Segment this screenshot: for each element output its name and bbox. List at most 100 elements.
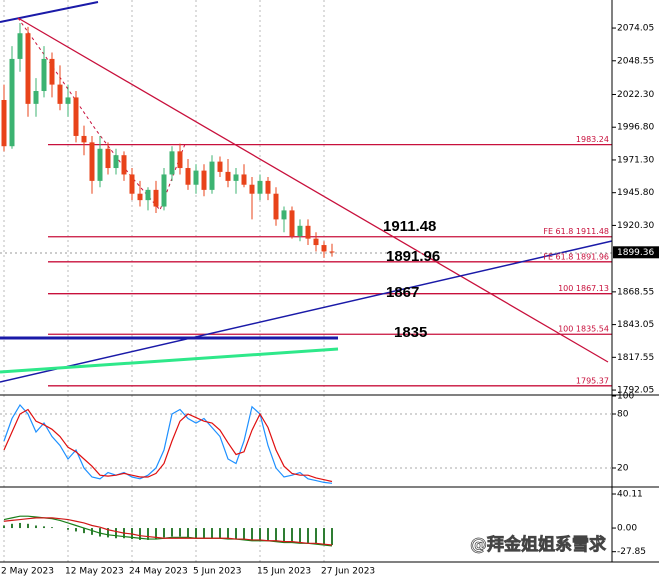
candle-body bbox=[73, 97, 79, 136]
histogram-bar bbox=[147, 528, 149, 540]
candle-body bbox=[65, 97, 71, 104]
watermark: @拜金姐姐系雪求 bbox=[470, 534, 606, 555]
histogram-bar bbox=[331, 528, 333, 546]
histogram-bar bbox=[219, 528, 221, 539]
y-tick-label: 80 bbox=[617, 410, 629, 420]
histogram-bar bbox=[315, 528, 317, 545]
histogram-bar bbox=[187, 528, 189, 538]
y-tick-label: 1996.80 bbox=[617, 123, 654, 133]
candle-body bbox=[57, 84, 63, 104]
histogram-bar bbox=[99, 528, 101, 537]
candle-body bbox=[265, 180, 271, 194]
candle-body bbox=[329, 251, 335, 253]
histogram-bar bbox=[243, 528, 245, 540]
level-label: FE 61.8 1891.96 bbox=[543, 252, 609, 261]
x-tick-label: 15 Jun 2023 bbox=[257, 567, 311, 577]
candle-body bbox=[121, 155, 127, 175]
annotation: 1911.48 bbox=[383, 218, 436, 235]
level-label: 100 1835.54 bbox=[558, 325, 609, 334]
y-tick-label: -27.85 bbox=[617, 547, 646, 557]
price-label: 1899.36 bbox=[617, 248, 654, 258]
y-tick-label: 20 bbox=[617, 464, 629, 474]
drawing-objects bbox=[0, 1, 613, 383]
candle-body bbox=[201, 170, 207, 190]
y-tick-label: 1792.05 bbox=[617, 386, 654, 396]
histogram-bar bbox=[227, 528, 229, 540]
histogram-bar bbox=[259, 528, 261, 541]
x-tick-label: 24 May 2023 bbox=[129, 567, 188, 577]
level-label: 1795.37 bbox=[576, 376, 609, 385]
y-tick-label: 2048.55 bbox=[617, 56, 654, 66]
candle-body bbox=[169, 151, 175, 175]
histogram-bar bbox=[27, 523, 29, 529]
candle-body bbox=[145, 189, 151, 201]
histogram-bar bbox=[323, 528, 325, 546]
histogram-bar bbox=[267, 528, 269, 541]
histogram-bar bbox=[307, 528, 309, 544]
candle-body bbox=[185, 168, 191, 185]
histogram-bar bbox=[51, 527, 53, 529]
level-label: FE 61.8 1911.48 bbox=[543, 227, 609, 236]
histogram-bar bbox=[179, 528, 181, 537]
candle-body bbox=[129, 174, 135, 194]
candle-body bbox=[217, 161, 223, 172]
y-tick-label: 40.11 bbox=[617, 489, 643, 499]
candle-body bbox=[281, 210, 287, 220]
annotation: 1835 bbox=[394, 324, 427, 341]
histogram-bar bbox=[35, 525, 37, 529]
y-tick-label: 1971.30 bbox=[617, 155, 654, 165]
histogram-bar bbox=[163, 528, 165, 538]
candle-body bbox=[49, 58, 55, 85]
histogram-bar bbox=[203, 528, 205, 539]
candle-body bbox=[17, 33, 23, 59]
histogram-bar bbox=[83, 528, 85, 534]
candle-body bbox=[153, 189, 159, 207]
histogram-bar bbox=[3, 525, 5, 529]
y-tick-label: 1920.30 bbox=[617, 221, 654, 231]
candle-body bbox=[137, 193, 143, 201]
candle-body bbox=[273, 193, 279, 220]
y-tick-label: 2074.05 bbox=[617, 24, 654, 34]
x-tick-label: 12 May 2023 bbox=[65, 567, 124, 577]
y-tick-label: 1817.55 bbox=[617, 353, 654, 363]
candle-body bbox=[1, 100, 7, 147]
annotation: 1867 bbox=[386, 284, 419, 301]
level-label: 100 1867.13 bbox=[558, 284, 609, 293]
candle-body bbox=[33, 91, 39, 104]
candle-body bbox=[241, 174, 247, 185]
candle-body bbox=[41, 58, 47, 92]
candle-body bbox=[177, 151, 183, 169]
candle-body bbox=[233, 174, 239, 181]
candle-body bbox=[9, 58, 15, 147]
x-tick-label: 27 Jun 2023 bbox=[321, 567, 375, 577]
histogram-bar bbox=[171, 528, 173, 537]
histogram-bar bbox=[299, 528, 301, 544]
histogram-bar bbox=[115, 528, 117, 539]
candle-body bbox=[105, 148, 111, 169]
candle-body bbox=[89, 142, 95, 181]
candle-body bbox=[161, 174, 167, 207]
candle-body bbox=[257, 180, 263, 194]
x-tick-label: 5 Jun 2023 bbox=[193, 567, 241, 577]
candle-body bbox=[289, 210, 295, 237]
y-tick-label: 0.00 bbox=[617, 524, 637, 534]
candle-body bbox=[305, 225, 311, 239]
candle-body bbox=[81, 135, 87, 143]
candle-body bbox=[25, 33, 31, 104]
y-tick-label: 1945.80 bbox=[617, 188, 654, 198]
candle-body bbox=[193, 170, 199, 185]
candle-body bbox=[209, 161, 215, 190]
candle-body bbox=[225, 171, 231, 181]
indicator-line bbox=[3, 517, 333, 546]
price-box bbox=[613, 246, 659, 259]
histogram-bar bbox=[195, 528, 197, 539]
y-tick-label: 1868.55 bbox=[617, 287, 654, 297]
candle-body bbox=[321, 245, 327, 252]
histogram-bar bbox=[251, 528, 253, 541]
histogram-bar bbox=[139, 528, 141, 540]
histogram-bar bbox=[283, 528, 285, 543]
candle-body bbox=[297, 225, 303, 237]
annotation: 1891.96 bbox=[386, 248, 440, 265]
histogram-bar bbox=[43, 526, 45, 529]
